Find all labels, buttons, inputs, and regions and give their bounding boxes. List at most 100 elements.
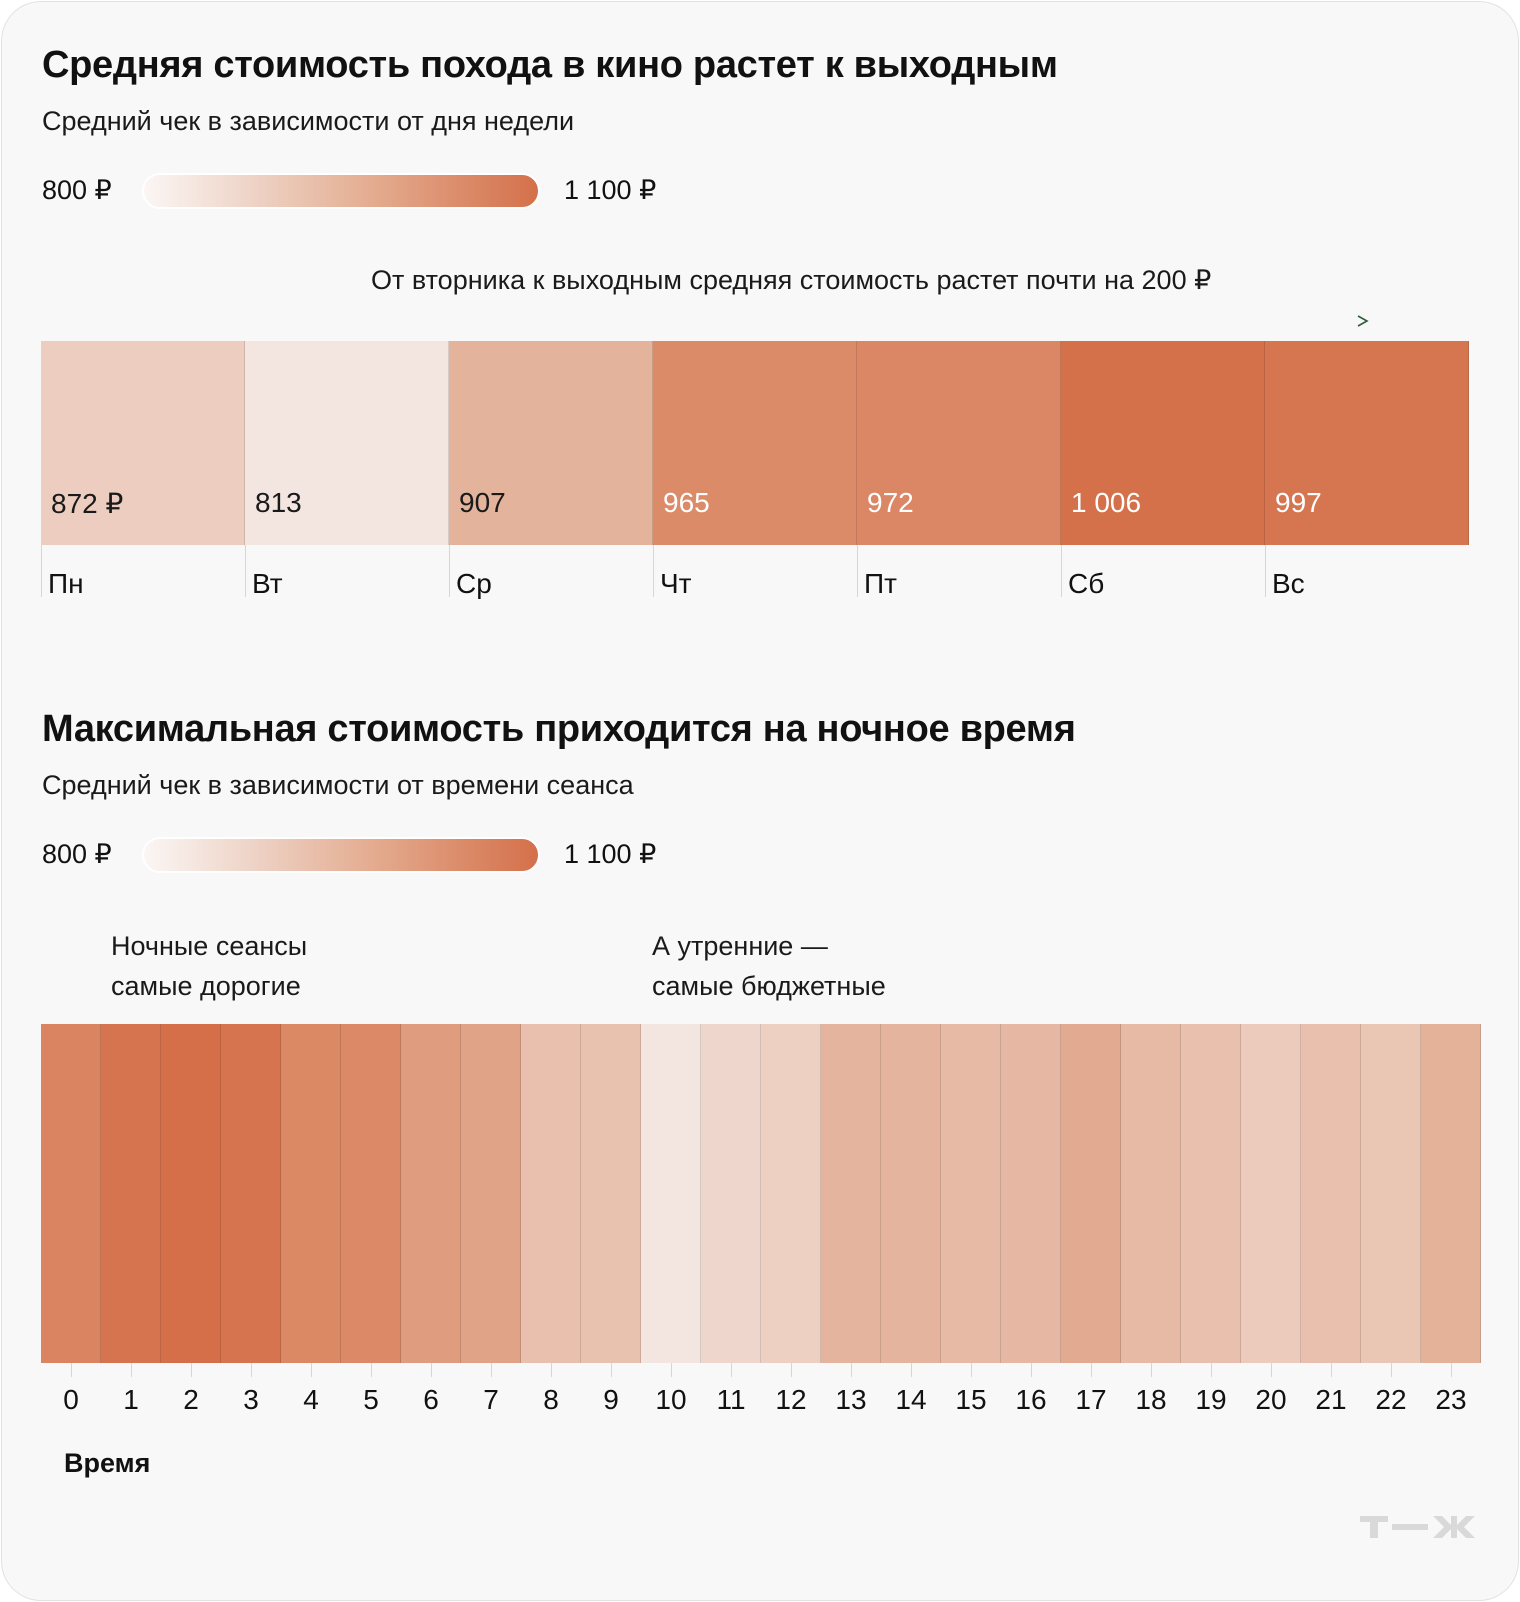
hour-label: 15 [955,1384,987,1415]
hour-label: 6 [423,1384,439,1415]
hour-tick [131,1363,132,1377]
hour-label: 20 [1255,1384,1287,1415]
heatmap-cell-hour [521,1024,581,1363]
logo-icon [1360,1516,1475,1538]
day-tick [1061,545,1062,597]
heatmap-cell-hour [581,1024,641,1363]
hour-tick [731,1363,732,1377]
hour-tick [371,1363,372,1377]
hour-label: 9 [603,1384,619,1415]
heatmap-cell-hour [1301,1024,1361,1363]
legend-min-label: 800 ₽ [42,175,112,205]
hour-label: 3 [243,1384,259,1415]
hour-label: 18 [1135,1384,1167,1415]
morning-annotation: А утренние — самые бюджетные [652,931,886,1001]
chart-title-days: Средняя стоимость похода в кино растет к… [42,44,1058,86]
hour-tick [611,1363,612,1377]
cell-value-label: 997 [1275,487,1322,518]
trend-annotation: От вторника к выходным средняя стоимость… [371,265,1212,295]
day-tick [1265,545,1266,597]
hour-label: 4 [303,1384,319,1415]
heatmap-cell-hour [881,1024,941,1363]
day-tick [653,545,654,597]
heatmap-cell-hour [281,1024,341,1363]
cell-value-label: 813 [255,487,302,518]
heatmap-cell-day [449,341,653,545]
hour-label: 1 [123,1384,139,1415]
cell-value-label: 972 [867,487,914,518]
heatmap-cell-hour [941,1024,1001,1363]
cell-value-label: 907 [459,487,506,518]
hour-label: 5 [363,1384,379,1415]
legend-max-label: 1 100 ₽ [564,175,657,205]
heatmap-cell-day [1265,341,1469,545]
color-legend-bar [142,173,540,209]
heatmap-cell-hour [1361,1024,1421,1363]
hour-label: 23 [1435,1384,1467,1415]
hour-tick [1211,1363,1212,1377]
day-label: Пт [864,568,897,599]
hour-tick [1091,1363,1092,1377]
heatmap-cell-hour [221,1024,281,1363]
hour-label: 8 [543,1384,559,1415]
heatmap-cell-hour [401,1024,461,1363]
heatmap-cell-hour [1181,1024,1241,1363]
heatmap-cell-day [653,341,857,545]
heatmap-cell-hour [41,1024,101,1363]
day-tick [857,545,858,597]
hour-tick [1151,1363,1152,1377]
hour-label: 16 [1015,1384,1047,1415]
hour-tick [791,1363,792,1377]
cell-value-label: 872 ₽ [51,488,124,519]
hour-label: 17 [1075,1384,1107,1415]
legend-min-label-2: 800 ₽ [42,839,112,869]
day-label: Пн [48,568,84,599]
hour-tick [191,1363,192,1377]
hour-label: 12 [775,1384,807,1415]
hour-tick [851,1363,852,1377]
hour-tick [1271,1363,1272,1377]
x-axis-label: Время [64,1448,151,1478]
trend-arrow-icon [362,315,1369,327]
heatmap-cell-hour [341,1024,401,1363]
hour-tick [311,1363,312,1377]
hour-label: 11 [716,1384,746,1415]
color-legend-bar-2 [142,837,540,873]
chart-subtitle-days: Средний чек в зависимости от дня недели [42,106,575,136]
cell-value-label: 965 [663,487,710,518]
heatmap-cell-hour [1061,1024,1121,1363]
day-label: Вт [252,568,283,599]
heatmap-cell-hour [461,1024,521,1363]
heatmap-cell-hour [101,1024,161,1363]
heatmap-cell-hour [701,1024,761,1363]
hour-tick [911,1363,912,1377]
hour-label: 7 [483,1384,499,1415]
cell-value-label: 1 006 [1071,487,1142,518]
hour-tick [1031,1363,1032,1377]
hour-label: 0 [63,1384,79,1415]
heatmap-cell-day [1061,341,1265,545]
heatmap-cell-hour [821,1024,881,1363]
hour-tick [491,1363,492,1377]
hour-tick [971,1363,972,1377]
heatmap-cell-hour [761,1024,821,1363]
day-label: Сб [1068,568,1105,599]
day-label: Вс [1272,568,1305,599]
day-tick [245,545,246,597]
night-annotation: Ночные сеансы самые дорогие [111,931,308,1001]
day-label: Чт [660,568,692,599]
chart-subtitle-hours: Средний чек в зависимости от времени сеа… [42,770,634,800]
hour-tick [1451,1363,1452,1377]
hour-label: 22 [1375,1384,1407,1415]
hour-label: 14 [895,1384,927,1415]
hour-label: 10 [655,1384,687,1415]
heatmap-cell-day [41,341,245,545]
hour-label: 21 [1315,1384,1347,1415]
hour-tick [1391,1363,1392,1377]
hour-label: 19 [1195,1384,1227,1415]
hour-label: 2 [183,1384,199,1415]
hour-tick [1331,1363,1332,1377]
hour-tick [431,1363,432,1377]
heatmap-cell-day [245,341,449,545]
